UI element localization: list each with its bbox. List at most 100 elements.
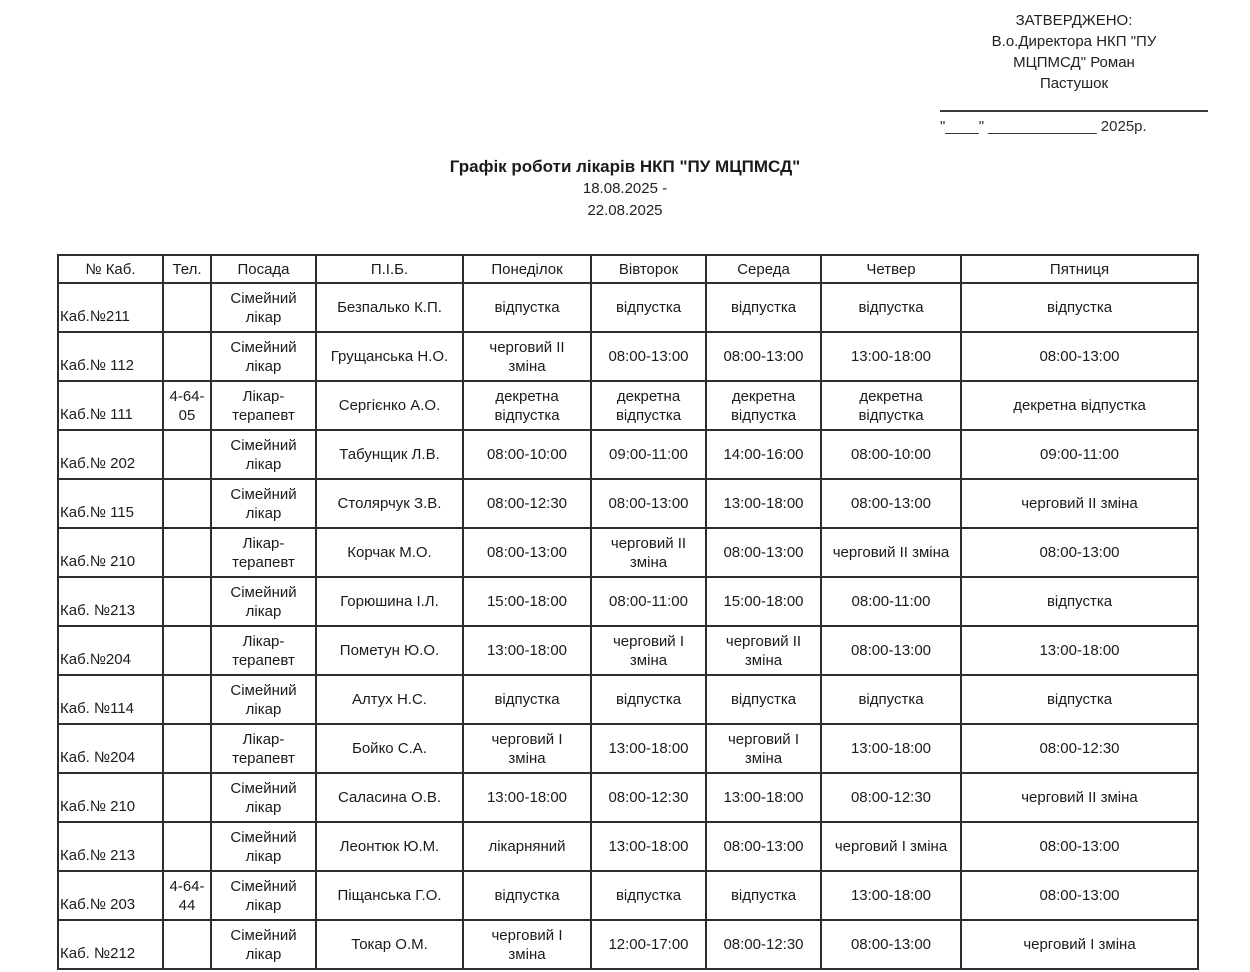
cell-thu: відпустка <box>820 282 962 333</box>
cell-tel: 4-64-44 <box>162 870 212 921</box>
cell-posada: Сімейний лікар <box>210 772 317 823</box>
cell-thu: відпустка <box>820 674 962 725</box>
table-row: Каб. №204 Лікар-терапевт Бойко С.А. чергови… <box>57 723 1199 774</box>
cell-wed: відпустка <box>705 282 822 333</box>
cell-mon: 08:00-13:00 <box>462 527 592 578</box>
cell-fri: відпустка <box>960 674 1199 725</box>
table-row: Каб.№ 210 Лікар-терапевт Корчак М.О. 08:00-… <box>57 527 1199 578</box>
cell-tue: 08:00-11:00 <box>590 576 707 627</box>
cell-room: Каб. №212 <box>57 919 164 970</box>
cell-fri: відпустка <box>960 576 1199 627</box>
cell-tel: 4-64-05 <box>162 380 212 431</box>
cell-name: Пометун Ю.О. <box>315 625 464 676</box>
cell-thu: 08:00-11:00 <box>820 576 962 627</box>
cell-posada: Сімейний лікар <box>210 919 317 970</box>
cell-mon: 08:00-12:30 <box>462 478 592 529</box>
cell-tue: відпустка <box>590 282 707 333</box>
date-range-start: 18.08.2025 - <box>582 180 668 197</box>
cell-fri: 08:00-13:00 <box>960 821 1199 872</box>
table-body: Каб.№211 Сімейний лікар Безпалько К.П. відп… <box>57 282 1199 970</box>
table-row: Каб. №114 Сімейний лікар Алтух Н.С. відпуст… <box>57 674 1199 725</box>
cell-fri: черговий II зміна <box>960 772 1199 823</box>
cell-tue: 08:00-13:00 <box>590 331 707 382</box>
cell-mon: відпустка <box>462 674 592 725</box>
cell-tue: 12:00-17:00 <box>590 919 707 970</box>
cell-name: Сергієнко А.О. <box>315 380 464 431</box>
cell-tel <box>162 282 212 333</box>
cell-mon: 15:00-18:00 <box>462 576 592 627</box>
cell-room: Каб.№204 <box>57 625 164 676</box>
cell-tue: 08:00-13:00 <box>590 478 707 529</box>
cell-posada: Сімейний лікар <box>210 478 317 529</box>
cell-room: Каб.№ 115 <box>57 478 164 529</box>
cell-mon: черговий II зміна <box>462 331 592 382</box>
cell-thu: 13:00-18:00 <box>820 331 962 382</box>
cell-fri: відпустка <box>960 282 1199 333</box>
cell-tel <box>162 576 212 627</box>
schedule-table: № Каб. Тел. Посада П.І.Б. Понеділок Вівторок С… <box>57 254 1199 970</box>
cell-tue: черговий I зміна <box>590 625 707 676</box>
cell-tel <box>162 478 212 529</box>
cell-room: Каб.№ 210 <box>57 772 164 823</box>
cell-fri: черговий II зміна <box>960 478 1199 529</box>
cell-posada: Сімейний лікар <box>210 331 317 382</box>
header-cell-posada: Посада <box>210 254 317 284</box>
cell-thu: декретна відпустка <box>820 380 962 431</box>
table-row: Каб. №213 Сімейний лікар Горюшина І.Л. 15:0… <box>57 576 1199 627</box>
cell-name: Токар О.М. <box>315 919 464 970</box>
table-row: Каб.№ 203 4-64-44 Сімейний лікар Піщанська … <box>57 870 1199 921</box>
header-cell-tel: Тел. <box>162 254 212 284</box>
cell-mon: відпустка <box>462 282 592 333</box>
schedule-table-wrapper: № Каб. Тел. Посада П.І.Б. Понеділок Вівторок С… <box>57 254 1199 970</box>
cell-tel <box>162 674 212 725</box>
cell-thu: 08:00-13:00 <box>820 478 962 529</box>
cell-fri: 13:00-18:00 <box>960 625 1199 676</box>
cell-wed: 15:00-18:00 <box>705 576 822 627</box>
approval-line: МЦПМСД" Роман <box>1013 54 1135 71</box>
cell-name: Леонтюк Ю.М. <box>315 821 464 872</box>
cell-fri: 08:00-13:00 <box>960 331 1199 382</box>
cell-name: Табунщик Л.В. <box>315 429 464 480</box>
cell-fri: 08:00-12:30 <box>960 723 1199 774</box>
cell-wed: відпустка <box>705 674 822 725</box>
cell-thu: черговий I зміна <box>820 821 962 872</box>
cell-posada: Лікар-терапевт <box>210 380 317 431</box>
cell-name: Грущанська Н.О. <box>315 331 464 382</box>
cell-name: Столярчук З.В. <box>315 478 464 529</box>
cell-posada: Лікар-терапевт <box>210 625 317 676</box>
cell-name: Безпалько К.П. <box>315 282 464 333</box>
header-cell-thu: Четвер <box>820 254 962 284</box>
header-cell-name: П.І.Б. <box>315 254 464 284</box>
title-block: Графік роботи лікарів НКП "ПУ МЦПМСД" 18… <box>0 156 1250 222</box>
cell-tel <box>162 625 212 676</box>
cell-mon: лікарняний <box>462 821 592 872</box>
header-cell-fri: Пятниця <box>960 254 1199 284</box>
table-row: Каб. №212 Сімейний лікар Токар О.М. чергови… <box>57 919 1199 970</box>
cell-room: Каб.№ 203 <box>57 870 164 921</box>
page-title: Графік роботи лікарів НКП "ПУ МЦПМСД" <box>449 157 801 176</box>
cell-fri: 08:00-13:00 <box>960 527 1199 578</box>
approval-date-line: "____" _____________ 2025р. <box>940 118 1147 135</box>
cell-tue: відпустка <box>590 870 707 921</box>
cell-room: Каб.№ 112 <box>57 331 164 382</box>
table-row: Каб.№ 202 Сімейний лікар Табунщик Л.В. 08:0… <box>57 429 1199 480</box>
cell-wed: 13:00-18:00 <box>705 478 822 529</box>
cell-room: Каб.№ 213 <box>57 821 164 872</box>
cell-tue: 13:00-18:00 <box>590 723 707 774</box>
cell-thu: 13:00-18:00 <box>820 870 962 921</box>
cell-thu: 08:00-13:00 <box>820 625 962 676</box>
header-cell-tue: Вівторок <box>590 254 707 284</box>
cell-tel <box>162 527 212 578</box>
table-row: Каб.№211 Сімейний лікар Безпалько К.П. відп… <box>57 282 1199 333</box>
cell-tue: 08:00-12:30 <box>590 772 707 823</box>
cell-name: Горюшина І.Л. <box>315 576 464 627</box>
cell-mon: 13:00-18:00 <box>462 772 592 823</box>
cell-room: Каб.№ 202 <box>57 429 164 480</box>
cell-tue: 13:00-18:00 <box>590 821 707 872</box>
cell-room: Каб. №213 <box>57 576 164 627</box>
cell-room: Каб.№ 111 <box>57 380 164 431</box>
cell-posada: Сімейний лікар <box>210 674 317 725</box>
cell-posada: Сімейний лікар <box>210 821 317 872</box>
cell-room: Каб. №114 <box>57 674 164 725</box>
cell-name: Піщанська Г.О. <box>315 870 464 921</box>
